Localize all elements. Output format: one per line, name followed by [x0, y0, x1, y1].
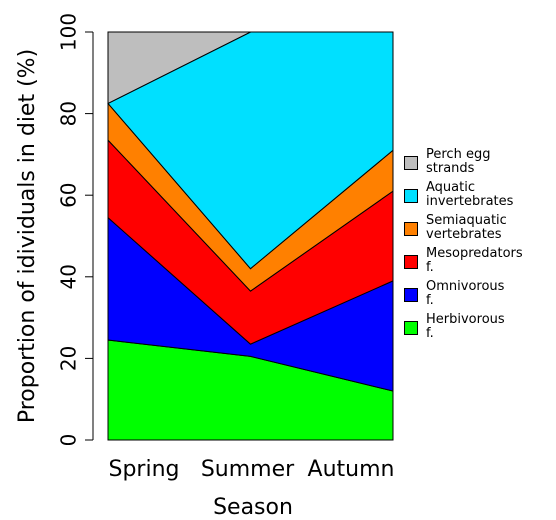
y-tick-label: 80: [57, 101, 81, 126]
y-tick-label: 60: [57, 182, 81, 207]
legend-swatch: [404, 189, 418, 203]
legend-label: Aquatic invertebrates: [426, 180, 514, 209]
y-tick-label: 20: [57, 346, 81, 371]
y-axis-title: Proportion of idividuals in diet (%): [15, 49, 40, 423]
legend-item: Herbivorous f.: [404, 313, 508, 341]
legend-label: Omnivorous f.: [426, 279, 505, 308]
legend-swatch: [404, 156, 418, 170]
legend-label: Mesopredators f.: [426, 246, 523, 275]
y-tick-label: 40: [57, 264, 81, 289]
x-tick-label: Spring: [109, 457, 180, 482]
legend: Perch egg strands Aquatic invertebrates Se…: [404, 148, 523, 346]
x-axis-title: Season: [213, 495, 293, 520]
legend-swatch: [404, 288, 418, 302]
legend-label: Herbivorous f.: [426, 312, 505, 341]
x-tick-label: Summer: [201, 457, 295, 482]
legend-item: Aquatic invertebrates: [404, 181, 513, 209]
plot-border: [107, 31, 394, 441]
legend-item: Mesopredators f.: [404, 247, 523, 275]
legend-item: Omnivorous f.: [404, 280, 508, 308]
legend-swatch: [404, 222, 418, 236]
legend-item: Perch egg strands: [404, 148, 508, 176]
legend-label: Perch egg strands: [426, 147, 491, 176]
legend-swatch: [404, 255, 418, 269]
x-tick-label: Autumn: [308, 457, 395, 482]
y-tick-label: 100: [57, 13, 81, 51]
legend-swatch: [404, 321, 418, 335]
y-tick-label: 0: [57, 434, 81, 447]
legend-item: Semiaquatic vertebrates: [404, 214, 508, 242]
legend-label: Semiaquatic vertebrates: [426, 213, 507, 242]
